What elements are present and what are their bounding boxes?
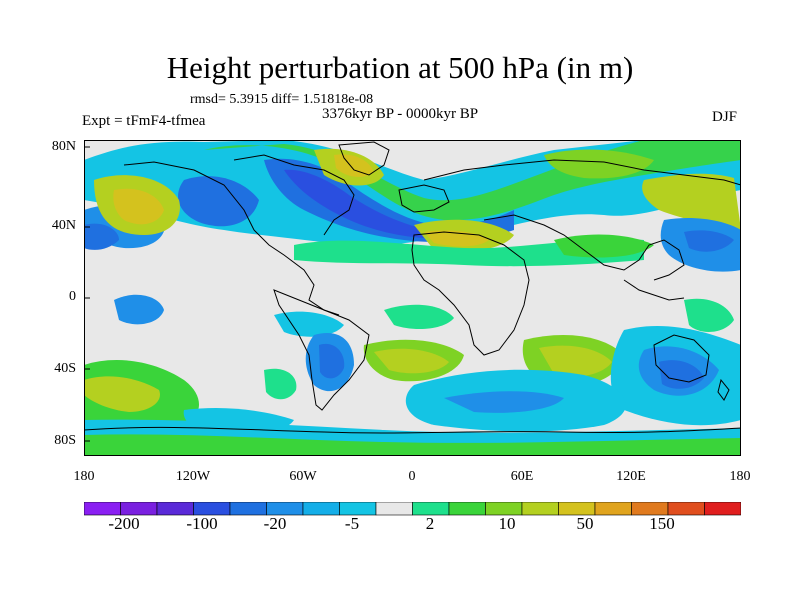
colorbar-label: -200	[108, 514, 140, 533]
colorbar-swatch	[594, 502, 632, 516]
y-label-40n: 40N	[51, 218, 76, 233]
colorbar-label: -100	[186, 514, 218, 533]
x-label-60w: 60W	[289, 469, 317, 484]
colorbar-swatch	[375, 502, 413, 516]
contour-field	[84, 140, 741, 272]
colorbar-swatch	[521, 502, 559, 516]
colorbar	[84, 502, 741, 516]
colorbar-swatch	[448, 502, 486, 516]
axis-ticks	[84, 146, 90, 442]
x-label-180w: 180	[73, 469, 95, 484]
season-label: DJF	[712, 109, 738, 125]
experiment-label: Expt = tFmF4-tfmea	[82, 113, 206, 129]
x-label-120w: 120W	[175, 469, 211, 484]
x-label-60e: 60E	[510, 469, 534, 484]
y-label-40s: 40S	[54, 361, 76, 376]
colorbar-swatch	[302, 502, 340, 516]
x-label-0: 0	[408, 469, 416, 484]
map-panel	[84, 140, 741, 456]
coastlines	[84, 141, 741, 434]
x-label-180e: 180	[729, 469, 751, 484]
period-text: 3376kyr BP - 0000kyr BP	[322, 106, 479, 122]
y-label-80s: 80S	[54, 433, 76, 448]
colorbar-label: 2	[425, 514, 435, 533]
colorbar-swatch	[704, 502, 741, 516]
colorbar-swatch	[229, 502, 267, 516]
colorbar-label: -20	[263, 514, 287, 533]
y-label-80n: 80N	[51, 139, 76, 154]
colorbar-label: 150	[649, 514, 675, 533]
y-label-eq: 0	[69, 289, 76, 304]
colorbar-label: 10	[498, 514, 516, 533]
figure-title: Height perturbation at 500 hPa (in m)	[166, 50, 634, 85]
x-label-120e: 120E	[616, 469, 646, 484]
colorbar-label: -5	[344, 514, 360, 533]
colorbar-label: 50	[576, 514, 594, 533]
stats-text: rmsd= 5.3915 diff= 1.51818e-08	[190, 92, 374, 107]
